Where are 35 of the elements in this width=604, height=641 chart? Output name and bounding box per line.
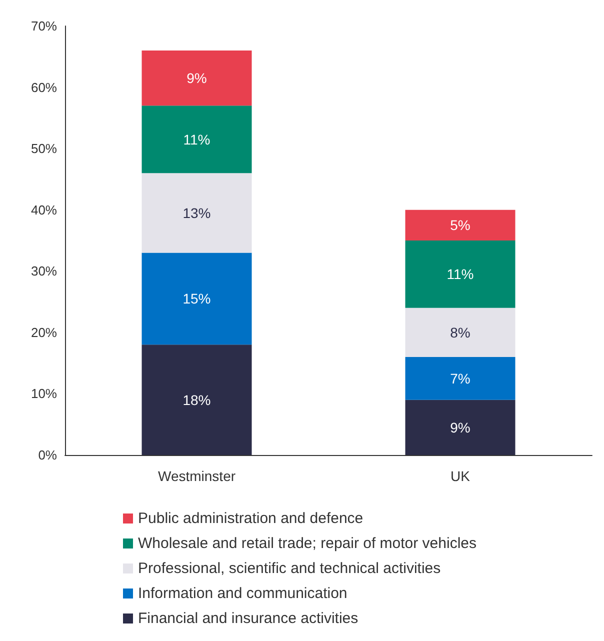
y-tick-label: 70% xyxy=(30,18,58,34)
bar xyxy=(405,400,516,455)
y-tick-label: 50% xyxy=(30,141,58,156)
data-label: 9% xyxy=(186,70,207,86)
data-label: 11% xyxy=(446,266,474,282)
y-tick-label: 0% xyxy=(38,448,58,462)
legend-label: Public administration and defence xyxy=(138,510,364,527)
x-tick-label: Westminster xyxy=(158,468,236,484)
data-label: 7% xyxy=(450,370,470,386)
x-tick-label: UK xyxy=(450,468,471,484)
bar xyxy=(142,252,252,345)
y-tick-label: 30% xyxy=(30,264,58,279)
y-tick-label: 40% xyxy=(30,202,58,218)
bar xyxy=(142,50,252,106)
data-label: 11% xyxy=(183,131,210,148)
data-label: 15% xyxy=(182,290,211,307)
data-label: 5% xyxy=(450,217,470,234)
bar xyxy=(405,210,516,240)
legend-label: Financial and insurance activities xyxy=(138,610,358,627)
bar xyxy=(405,240,516,308)
data-label: 9% xyxy=(450,419,470,436)
data-label: 18% xyxy=(182,392,211,408)
bar xyxy=(142,106,252,174)
y-tick-label: 10% xyxy=(30,386,58,402)
bar xyxy=(405,356,516,400)
legend-label: Professional, scientific and technical activities xyxy=(138,560,441,577)
legend-label: Wholesale and retail trade; repair of motor vehicles xyxy=(138,535,476,552)
y-tick-label: 20% xyxy=(30,324,58,340)
legend-label: Information and communication xyxy=(138,585,348,602)
data-label: 13% xyxy=(182,204,211,221)
bar xyxy=(142,344,252,455)
data-label: 8% xyxy=(450,324,470,340)
bar xyxy=(405,308,516,357)
y-tick-label: 60% xyxy=(30,80,58,95)
bar xyxy=(142,173,252,253)
